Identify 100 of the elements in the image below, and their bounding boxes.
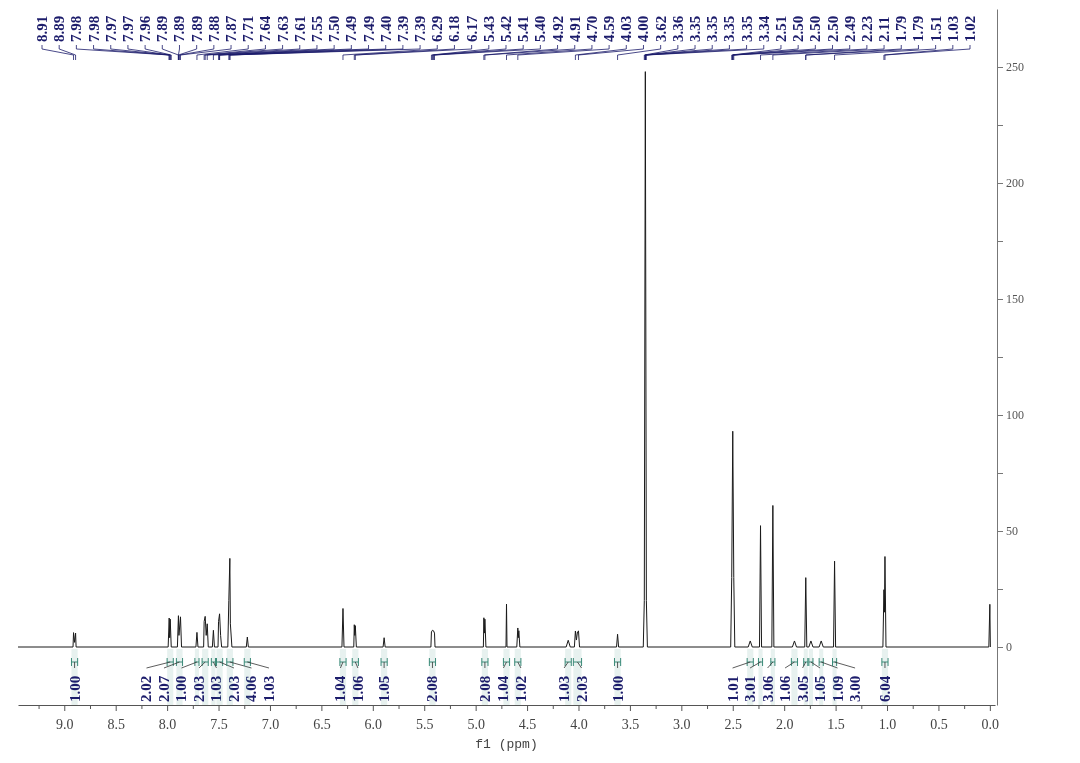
annotation: 7.39	[412, 15, 429, 42]
annotation: 7.98	[68, 15, 85, 42]
line-series	[17, 71, 991, 648]
band-label: 1.00	[66, 675, 83, 702]
band-label: 3.00	[847, 675, 864, 702]
annotation: 6.29	[429, 15, 446, 42]
band-label: 2.07	[155, 675, 172, 702]
band-label: 1.06	[777, 675, 794, 702]
annotation: 5.40	[532, 15, 549, 42]
annotation: 5.43	[480, 15, 497, 42]
annotation: 4.91	[566, 15, 583, 42]
x-tick-label: 0.0	[981, 717, 1000, 733]
annotation: 3.62	[652, 15, 669, 42]
band-label: 2.03	[225, 675, 242, 702]
band-label: 1.03	[260, 675, 277, 702]
annotation: 7.63	[274, 15, 291, 42]
x-tick-label: 9.0	[56, 717, 74, 733]
band-label: 1.03	[208, 675, 225, 702]
annotation: 7.89	[171, 15, 188, 42]
x-tick-label: 2.5	[724, 717, 742, 733]
annotation: 5.42	[498, 15, 514, 42]
annotation: 5.41	[515, 15, 532, 42]
x-tick-label: 3.5	[621, 717, 640, 733]
annotation: 2.49	[841, 15, 858, 42]
annotation: 7.97	[102, 15, 119, 42]
band-label: 3.01	[742, 675, 759, 702]
x-tick-label: 7.0	[261, 717, 280, 733]
band-label: 1.00	[609, 675, 626, 702]
annotation: 2.51	[772, 15, 789, 42]
annotation: 7.61	[291, 15, 308, 42]
annotation: 1.02	[962, 15, 978, 42]
y-tick-label: 0	[1006, 640, 1012, 655]
band-label: 3.06	[759, 675, 776, 702]
band-label: 1.01	[724, 675, 741, 702]
band-label: 1.05	[376, 675, 393, 702]
x-tick-label: 3.0	[673, 717, 691, 733]
annotation: 1.79	[893, 15, 910, 42]
annotation: 7.89	[188, 15, 205, 42]
y-tick-label: 100	[1006, 408, 1024, 423]
y-tick-label: 200	[1006, 176, 1024, 191]
x-tick-label: 0.5	[930, 717, 948, 733]
x-axis-title: f1 (ppm)	[475, 737, 538, 752]
x-tick-label: 6.0	[364, 717, 383, 733]
annotation: 3.34	[755, 15, 772, 42]
annotation: 3.35	[687, 15, 704, 42]
annotation: 2.11	[876, 16, 893, 42]
band-label: 6.04	[876, 675, 893, 702]
x-tick-label: 5.0	[467, 717, 485, 733]
x-tick-label: 8.5	[107, 717, 125, 733]
x-tick-label: 5.5	[415, 717, 434, 733]
band-label: 2.03	[573, 675, 590, 702]
x-tick-label: 1.0	[878, 717, 897, 733]
y-tick-label: 50	[1006, 524, 1018, 539]
annotation: 2.50	[790, 15, 807, 42]
annotation: 7.88	[205, 15, 222, 42]
band-label: 1.05	[812, 675, 829, 702]
annotation: 3.35	[738, 15, 755, 42]
annotation: 3.35	[704, 15, 721, 42]
annotation: 3.35	[721, 15, 738, 42]
band-label: 1.02	[512, 675, 529, 702]
x-tick-label: 2.0	[775, 717, 794, 733]
annotation: 6.17	[463, 15, 480, 42]
band-label: 4.06	[243, 675, 260, 702]
x-tick-label: 7.5	[210, 717, 228, 733]
annotation: 4.59	[601, 15, 618, 42]
annotation: 7.71	[240, 15, 257, 42]
band-label: 2.03	[190, 675, 207, 702]
x-tick-label: 8.0	[158, 717, 177, 733]
annotation: 2.23	[858, 15, 875, 42]
annotation: 2.50	[807, 15, 824, 42]
annotation: 4.70	[583, 15, 600, 42]
x-tick-label: 4.5	[518, 717, 537, 733]
annotation: 4.00	[635, 15, 652, 42]
band-label: 1.03	[556, 675, 573, 702]
band-label: 1.04	[495, 675, 512, 702]
band-label: 1.04	[332, 675, 349, 702]
annotation: 7.55	[308, 15, 325, 42]
annotation: 7.89	[154, 15, 171, 42]
annotation: 1.79	[910, 15, 927, 42]
annotation: 7.49	[343, 15, 360, 42]
annotation: 4.03	[618, 15, 635, 42]
annotation: 7.64	[257, 15, 274, 42]
annotation: 4.92	[549, 15, 566, 42]
y-tick-label: 150	[1006, 292, 1024, 307]
band-label: 1.06	[349, 675, 366, 702]
annotation: 2.50	[824, 15, 841, 42]
x-tick-label: 1.5	[827, 717, 845, 733]
band-label: 1.09	[829, 675, 846, 702]
annotation: 7.50	[326, 15, 343, 42]
annotation: 1.03	[944, 15, 961, 42]
annotation: 7.49	[360, 15, 377, 42]
annotation: 6.18	[446, 15, 463, 42]
annotation: 7.39	[394, 15, 411, 42]
band-label: 1.00	[173, 675, 190, 702]
band-label: 2.08	[476, 675, 493, 702]
x-tick-label: 4.0	[570, 717, 588, 733]
y-tick-label: 250	[1006, 60, 1024, 75]
annotation: 7.40	[377, 15, 394, 42]
annotation: 8.91	[34, 15, 50, 42]
annotation: 7.96	[137, 15, 154, 42]
